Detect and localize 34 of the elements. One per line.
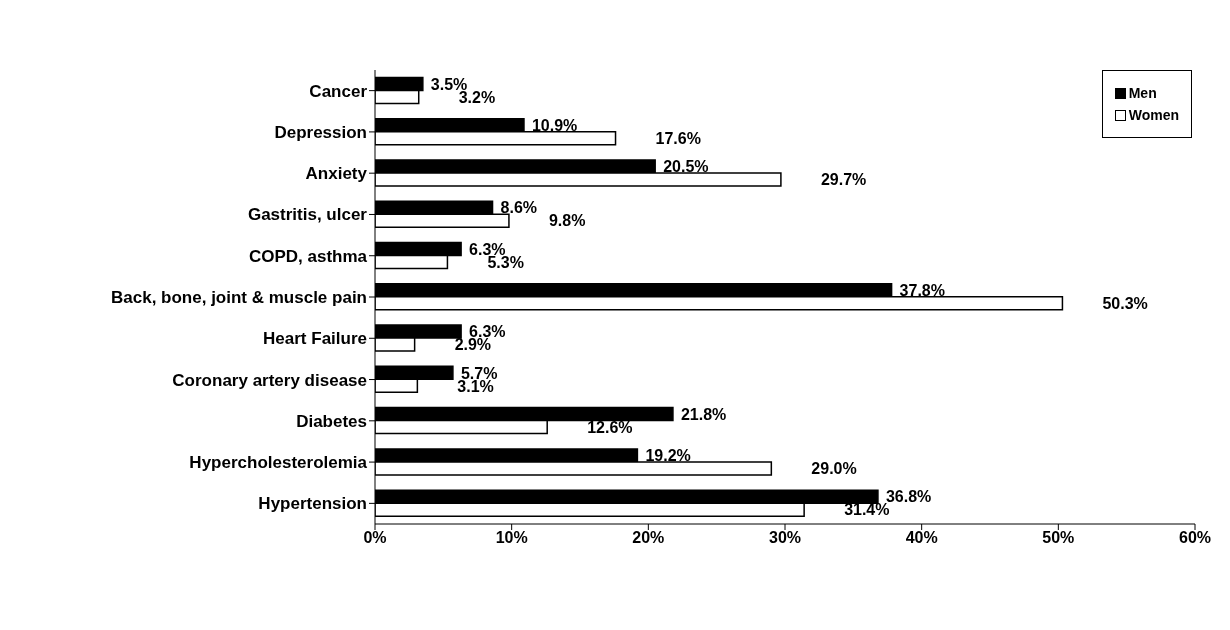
- data-label: 20.5%: [663, 158, 709, 176]
- data-label: 17.6%: [655, 129, 701, 147]
- data-label: 10.9%: [531, 116, 578, 134]
- x-tick-label: 10%: [495, 529, 528, 547]
- y-tick-label: Gastritis, ulcer: [247, 205, 368, 225]
- x-tick-label: 20%: [632, 529, 665, 547]
- data-label: 37.8%: [899, 281, 945, 299]
- y-tick-label: Depression: [274, 122, 367, 142]
- x-tick-label: 50%: [1042, 529, 1075, 547]
- data-label: 29.0%: [811, 460, 857, 478]
- data-label: 8.6%: [500, 199, 537, 217]
- legend-label: Men: [1128, 85, 1157, 101]
- y-tick-label: Hypertension: [258, 494, 367, 514]
- y-tick-label: Anxiety: [305, 164, 368, 184]
- y-tick-label: Coronary artery disease: [172, 370, 367, 390]
- legend-label: Women: [1128, 107, 1179, 123]
- y-tick-label: Cancer: [309, 81, 368, 101]
- y-tick-label: Hypercholesterolemia: [189, 453, 368, 473]
- y-tick-label: Diabetes: [296, 411, 367, 431]
- x-tick-label: 40%: [905, 529, 938, 547]
- data-label: 12.6%: [587, 418, 633, 436]
- y-tick-label: COPD, asthma: [248, 246, 368, 266]
- data-label: 19.2%: [645, 447, 691, 465]
- y-tick-label: Heart Failure: [263, 329, 367, 349]
- data-label: 21.8%: [680, 405, 727, 423]
- data-label: 50.3%: [1102, 294, 1148, 312]
- data-label: 2.9%: [454, 336, 492, 354]
- data-label: 9.8%: [548, 212, 586, 230]
- x-tick-label: 30%: [768, 529, 802, 547]
- x-tick-label: 0%: [363, 529, 387, 547]
- data-label: 29.7%: [820, 171, 867, 189]
- y-tick-label: Back, bone, joint & muscle pain: [111, 288, 367, 308]
- x-tick-label: 60%: [1178, 529, 1212, 547]
- data-label: 36.8%: [885, 488, 932, 506]
